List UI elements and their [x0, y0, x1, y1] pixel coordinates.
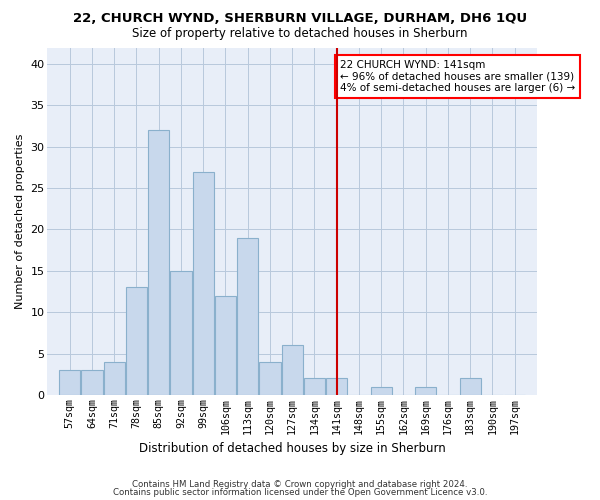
Bar: [148, 130, 169, 395]
Bar: [215, 296, 236, 395]
Bar: [326, 378, 347, 395]
Text: Size of property relative to detached houses in Sherburn: Size of property relative to detached ho…: [132, 28, 468, 40]
Bar: [104, 362, 125, 395]
Bar: [193, 172, 214, 395]
Bar: [237, 238, 259, 395]
X-axis label: Distribution of detached houses by size in Sherburn: Distribution of detached houses by size …: [139, 442, 446, 455]
Text: Contains public sector information licensed under the Open Government Licence v3: Contains public sector information licen…: [113, 488, 487, 497]
Y-axis label: Number of detached properties: Number of detached properties: [15, 134, 25, 309]
Bar: [281, 346, 303, 395]
Bar: [259, 362, 281, 395]
Text: Contains HM Land Registry data © Crown copyright and database right 2024.: Contains HM Land Registry data © Crown c…: [132, 480, 468, 489]
Text: 22, CHURCH WYND, SHERBURN VILLAGE, DURHAM, DH6 1QU: 22, CHURCH WYND, SHERBURN VILLAGE, DURHA…: [73, 12, 527, 26]
Bar: [82, 370, 103, 395]
Bar: [59, 370, 80, 395]
Bar: [460, 378, 481, 395]
Bar: [126, 288, 147, 395]
Bar: [371, 386, 392, 395]
Bar: [170, 271, 191, 395]
Text: 22 CHURCH WYND: 141sqm
← 96% of detached houses are smaller (139)
4% of semi-det: 22 CHURCH WYND: 141sqm ← 96% of detached…: [340, 60, 575, 93]
Bar: [304, 378, 325, 395]
Bar: [415, 386, 436, 395]
